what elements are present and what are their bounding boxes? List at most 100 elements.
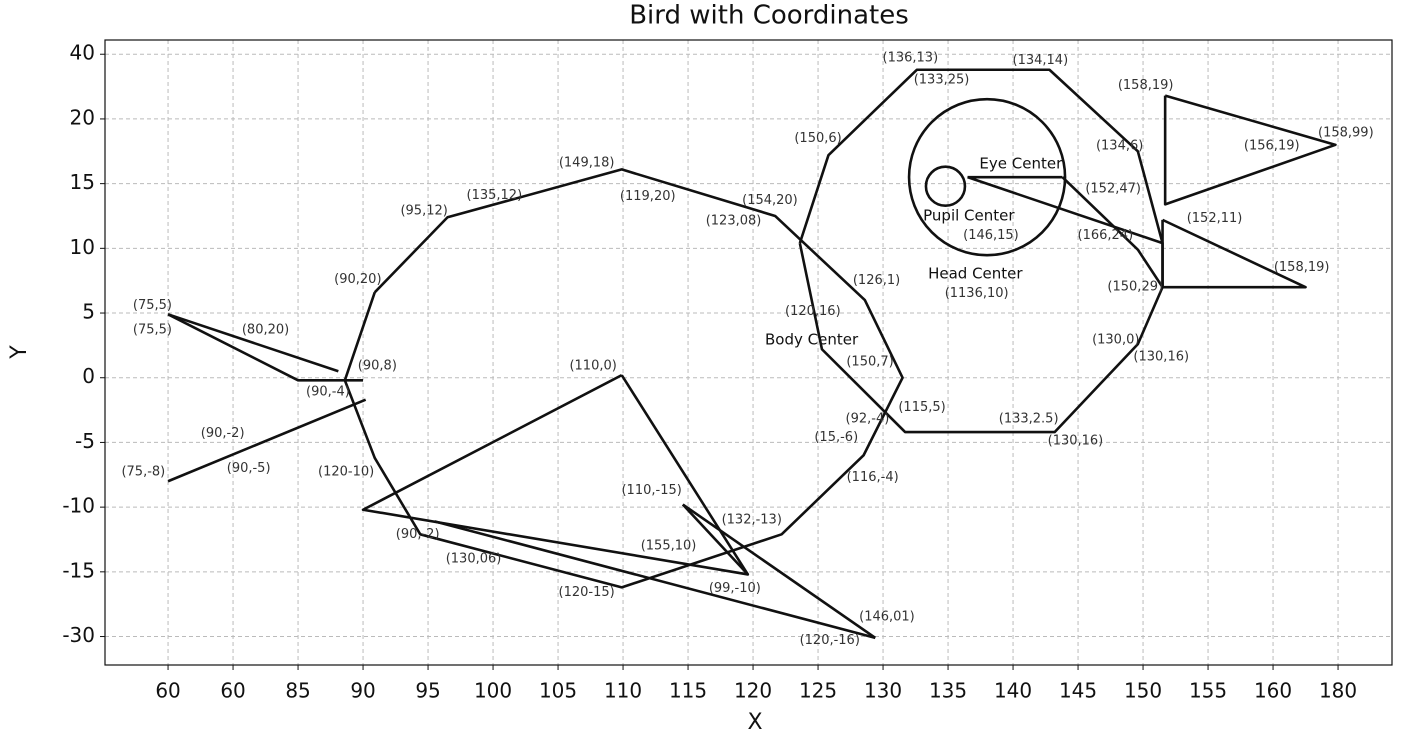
y-tick-label: -15 <box>62 558 95 582</box>
annotation: (75,-8) <box>121 465 165 480</box>
annotation: Body Center <box>765 331 859 349</box>
annotation: (134,6) <box>1096 139 1143 154</box>
annotation: (133,25) <box>914 73 970 88</box>
annotation: (115,5) <box>898 400 945 415</box>
x-tick-label: 115 <box>669 679 707 703</box>
shape-line <box>167 398 367 483</box>
annotation: (119,20) <box>620 189 676 204</box>
annotation: (136,13) <box>883 51 939 66</box>
annotation: (156,19) <box>1244 139 1300 154</box>
annotation: (110,-15) <box>621 483 681 498</box>
y-tick-label: -5 <box>75 429 95 453</box>
annotation: (75,5) <box>133 322 172 337</box>
annotation: (133,2.5) <box>999 412 1059 427</box>
x-tick-label: 90 <box>350 679 375 703</box>
annotation: (166,24) <box>1078 228 1134 243</box>
annotation: Pupil Center <box>923 206 1015 224</box>
x-tick-label: 155 <box>1189 679 1227 703</box>
y-tick-label: 20 <box>70 105 95 129</box>
annotation: (155,10) <box>641 538 697 553</box>
y-tick-label: 0 <box>82 364 95 388</box>
annotation: (150,29) <box>1107 280 1163 295</box>
annotation: (1136,10) <box>945 286 1009 301</box>
shape-line <box>434 520 876 640</box>
circle <box>924 165 967 208</box>
x-tick-label: 125 <box>799 679 837 703</box>
annotation: (146,15) <box>963 228 1019 243</box>
annotation: (130,16) <box>1133 350 1189 365</box>
annotation: (130,16) <box>1048 434 1104 449</box>
annotation: (90,-2) <box>396 527 440 542</box>
annotation: Head Center <box>928 265 1023 283</box>
x-tick-label: 85 <box>285 679 310 703</box>
shape-line <box>167 313 339 373</box>
annotation: Eye Center <box>979 155 1063 173</box>
x-tick-label: 105 <box>539 679 577 703</box>
annotation: (90,20) <box>334 272 381 287</box>
x-tick-label: 160 <box>1254 679 1292 703</box>
x-tick-label: 95 <box>415 679 440 703</box>
annotation: (149,18) <box>559 155 615 170</box>
annotation: (120,-16) <box>800 633 860 648</box>
plot-frame <box>104 39 1393 666</box>
x-tick-label: 140 <box>994 679 1032 703</box>
y-axis-label: Y <box>7 345 32 360</box>
x-tick-label: 120 <box>734 679 772 703</box>
annotation: (75,5) <box>133 298 172 313</box>
x-tick-label: 145 <box>1059 679 1097 703</box>
x-tick-label: 130 <box>864 679 902 703</box>
y-tick-label: 5 <box>82 300 95 324</box>
shape-line <box>1163 94 1337 206</box>
y-tick-label: 10 <box>70 235 95 259</box>
annotation: (150,6) <box>794 131 841 146</box>
annotation: (154,20) <box>742 193 798 208</box>
annotation: (116,-4) <box>847 470 899 485</box>
shape-line <box>343 168 904 589</box>
annotation: (15,-6) <box>814 430 858 445</box>
annotation: (95,12) <box>400 203 447 218</box>
x-axis-label: X <box>747 710 762 735</box>
annotation: (123,08) <box>706 214 762 229</box>
shape-line <box>967 175 1163 245</box>
circle <box>907 97 1067 257</box>
annotation: (158,99) <box>1318 126 1374 141</box>
annotation: (92,-4) <box>846 412 890 427</box>
y-tick-label: 15 <box>70 170 95 194</box>
annotation: (110,0) <box>569 359 616 374</box>
x-tick-label: 60 <box>155 679 180 703</box>
annotation: (80,20) <box>242 322 289 337</box>
y-tick-label: 40 <box>70 41 95 65</box>
annotation: (120,16) <box>785 304 841 319</box>
chart-title: Bird with Coordinates <box>629 1 909 31</box>
annotation: (130,06) <box>446 551 502 566</box>
annotation: (150,7) <box>846 355 893 370</box>
shape-line <box>1161 218 1307 289</box>
annotation: (158,19) <box>1274 260 1330 275</box>
annotation: (158,19) <box>1118 78 1174 93</box>
annotation: (135,12) <box>467 188 523 203</box>
annotation: (120-15) <box>559 585 615 600</box>
x-tick-label: 60 <box>220 679 245 703</box>
shape-line <box>1061 176 1164 288</box>
x-tick-label: 180 <box>1319 679 1357 703</box>
x-tick-label: 110 <box>604 679 642 703</box>
y-tick-label: -10 <box>62 494 95 518</box>
shape-line <box>167 313 364 382</box>
annotation: (120-10) <box>318 465 374 480</box>
x-tick-label: 100 <box>474 679 512 703</box>
annotation: (132,-13) <box>722 513 782 528</box>
annotation: (152,11) <box>1187 211 1243 226</box>
annotation: (99,-10) <box>709 581 761 596</box>
annotation: (146,01) <box>859 610 915 625</box>
shape-line <box>361 373 750 576</box>
annotation: (90,-2) <box>201 426 245 441</box>
shape-line <box>682 503 876 639</box>
annotation: (90,8) <box>358 359 397 374</box>
annotation: (152,47) <box>1085 181 1141 196</box>
annotation: (134,14) <box>1013 53 1069 68</box>
shape-line <box>681 503 749 576</box>
annotation: (130,0) <box>1092 333 1139 348</box>
x-tick-label: 135 <box>929 679 967 703</box>
